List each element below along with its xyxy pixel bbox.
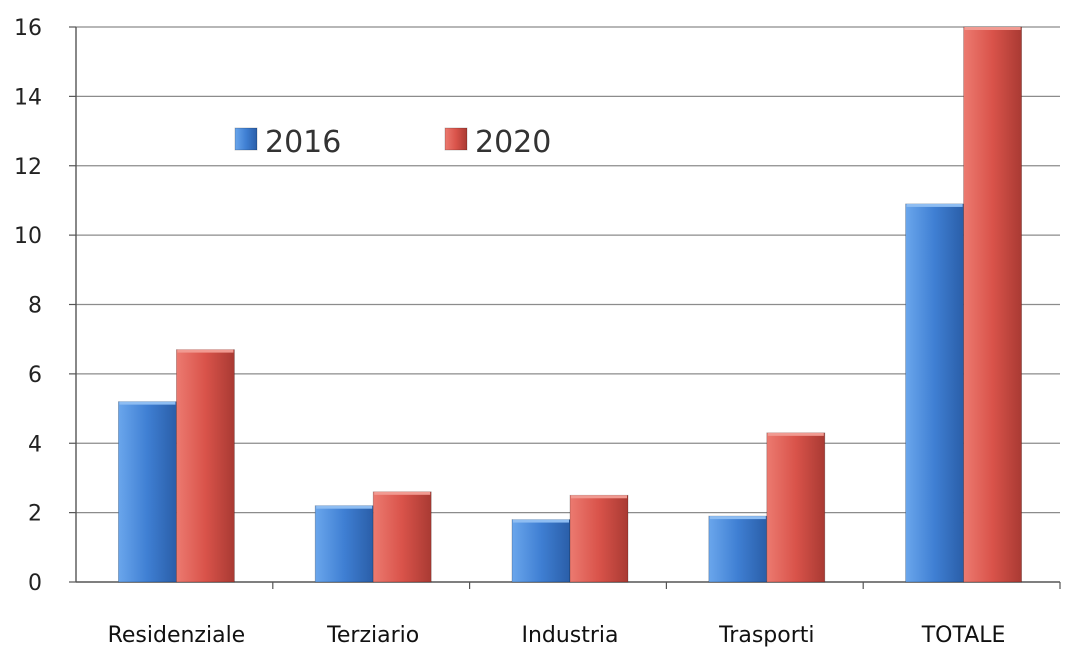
bar-2020-trasporti [766,432,826,583]
bars [118,26,1022,583]
x-category-label: Industria [521,623,618,647]
y-tick-label: 6 [28,363,42,388]
y-tick-label: 0 [28,571,42,596]
x-axis-category-labels: Residenziale Terziario Industria Trasporti T… [108,623,1006,647]
y-tick-label: 4 [28,432,42,457]
bar-2020-terziario [372,491,432,583]
legend-swatch-2016 [234,127,258,151]
bar-top-highlight [964,27,1021,30]
bar-top-highlight [177,349,234,353]
legend-label-2020: 2020 [475,125,551,160]
bar-2016-totale [905,203,964,583]
bar-top-highlight [906,203,963,207]
bar-2020-industria [569,494,629,583]
y-tick-label: 2 [28,502,42,527]
bar-top-highlight [709,516,766,520]
y-tick-label: 12 [14,155,42,180]
bar-top-highlight [316,505,373,509]
bar-top-highlight [571,495,627,499]
x-category-label: Residenziale [108,623,246,647]
legend-swatch-2020 [444,127,468,151]
bar-2016-residenziale [118,401,177,583]
y-tick-label: 10 [14,224,42,249]
bar-top-highlight [374,491,431,495]
x-category-label: Trasporti [718,623,814,647]
bar-top-highlight [767,432,824,436]
legend-label-2016: 2016 [265,125,341,160]
bar-2020-totale [963,26,1022,583]
bar-top-highlight [513,519,569,523]
bar-2016-industria [511,519,571,583]
y-tick-label: 14 [14,85,42,110]
bar-2016-trasporti [708,515,768,583]
bar-2016-terziario [314,505,374,583]
x-category-label: Terziario [326,623,419,647]
bar-top-highlight [119,401,176,405]
legend: 2016 2020 [234,125,551,160]
bar-2020-residenziale [175,349,235,583]
y-tick-label: 16 [14,16,42,41]
y-tick-label: 8 [28,294,42,319]
gridlines [76,26,1060,514]
x-category-label: TOTALE [921,623,1006,647]
y-axis-tick-labels: 0 2 4 6 8 10 12 14 16 [14,16,42,596]
